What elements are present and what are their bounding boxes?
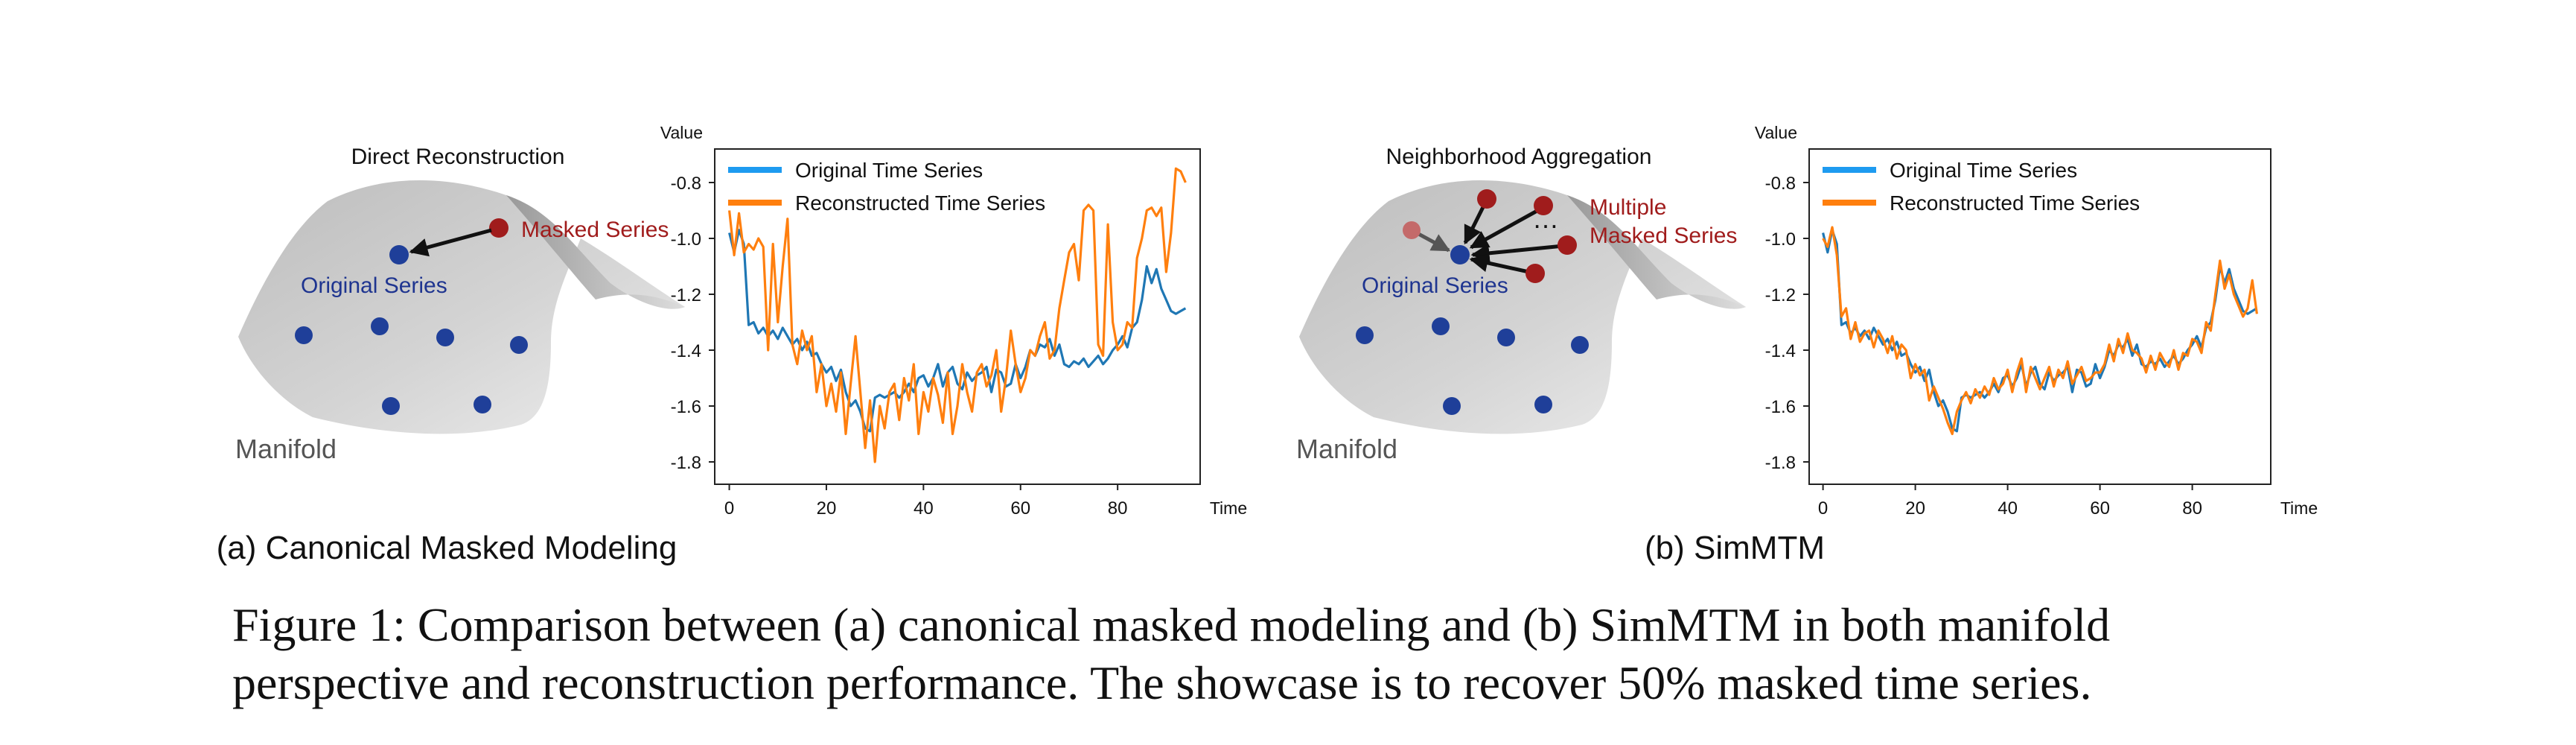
aggregation-arrow: [1463, 201, 1488, 245]
panel-b-manifold: Neighborhood Aggregation … Multiple Mask…: [1296, 145, 1825, 566]
masked-series-dot: [1477, 189, 1496, 209]
y-tick-label: -1.6: [671, 397, 701, 417]
x-tick-label: 60: [2090, 498, 2110, 519]
manifold-fold: [506, 195, 685, 309]
y-tick-label: -1.8: [671, 453, 701, 473]
panel-b-title: Neighborhood Aggregation: [1386, 145, 1652, 169]
neighbor-dot: [474, 396, 491, 413]
panel-a-title: Direct Reconstruction: [351, 145, 565, 169]
manifold-fold: [1567, 195, 1746, 309]
masked-series-dot: [1534, 196, 1553, 215]
y-tick-label: -1.6: [1765, 397, 1796, 417]
plot-frame: [1808, 148, 2271, 485]
reconstruction-arrow: [409, 228, 492, 257]
masked-series-label-line1: Multiple: [1590, 195, 1666, 220]
masked-series-dot-faded: [1403, 221, 1421, 239]
caption-line-2: perspective and reconstruction performan…: [232, 656, 2092, 709]
manifold-label: Manifold: [235, 434, 337, 464]
chart-b: -0.8 -1.0 -1.2 -1.4 -1.6 -1.8 0 20 40 60 80 Value Ti…: [1755, 123, 2318, 519]
neighbor-dot: [1534, 396, 1552, 413]
aggregation-arrow: [1470, 244, 1564, 263]
panel-b-subcaption: (b) SimMTM: [1645, 530, 1825, 566]
aggregation-arrow: [1469, 253, 1533, 275]
original-series-line: [1822, 229, 2258, 433]
caption-line-1: Figure 1: Comparison between (a) canonic…: [232, 598, 2111, 651]
x-tick-label: 60: [1010, 498, 1030, 519]
reconstructed-series-line: [728, 167, 1187, 463]
panel-a-subcaption: (a) Canonical Masked Modeling: [217, 530, 678, 566]
neighbor-dot: [371, 317, 389, 335]
neighbor-dot: [436, 329, 454, 346]
masked-series-label-line2: Masked Series: [1590, 224, 1737, 248]
y-axis-label: Value: [660, 123, 703, 142]
neighbor-dot: [382, 397, 400, 415]
manifold-label: Manifold: [1296, 434, 1397, 464]
y-tick-label: -1.0: [671, 229, 701, 250]
x-tick-label: 40: [914, 498, 934, 519]
chart-a: -0.8 -1.0 -1.2 -1.4 -1.6 -1.8 0 20 40 60 80 Value Ti…: [660, 123, 1247, 519]
original-series-label: Original Series: [1362, 273, 1508, 298]
neighbor-dot: [1443, 397, 1461, 415]
x-tick-label: 0: [724, 498, 734, 519]
original-series-label: Original Series: [301, 273, 447, 298]
masked-series-dot: [489, 218, 508, 238]
figure-caption: Figure 1: Comparison between (a) canonic…: [232, 596, 2391, 712]
ellipsis-label: …: [1532, 203, 1559, 234]
x-axis-label: Time: [1210, 498, 1247, 518]
panel-a-manifold: Direct Reconstruction Masked Series Orig…: [217, 145, 685, 566]
x-axis-label: Time: [2280, 498, 2318, 518]
y-tick-label: -0.8: [1765, 174, 1796, 194]
x-tick-label: 40: [1998, 498, 2018, 519]
neighbor-dot: [295, 326, 313, 344]
neighbor-dot: [1432, 317, 1450, 335]
y-tick-label: -1.4: [671, 341, 701, 361]
aggregation-arrow: [1469, 206, 1543, 250]
y-tick-label: -1.4: [1765, 341, 1796, 361]
original-series-dot: [1450, 245, 1470, 264]
x-tick-label: 80: [2182, 498, 2202, 519]
x-tick-label: 80: [1108, 498, 1128, 519]
original-series-dot: [389, 245, 409, 264]
x-tick-label: 0: [1818, 498, 1828, 519]
reconstructed-series-line: [1822, 226, 2258, 436]
masked-series-label: Masked Series: [521, 218, 669, 242]
neighbor-dot: [1571, 336, 1589, 354]
y-tick-label: -0.8: [671, 174, 701, 194]
x-tick-label: 20: [1905, 498, 1925, 519]
masked-series-dot: [1558, 235, 1577, 255]
y-tick-label: -1.2: [1765, 285, 1796, 305]
legend-label: Reconstructed Time Series: [795, 191, 1045, 215]
x-tick-label: 20: [817, 498, 837, 519]
y-tick-label: -1.0: [1765, 229, 1796, 250]
neighbor-dot: [510, 336, 528, 354]
neighbor-dot: [1356, 326, 1374, 344]
legend-label: Original Time Series: [1890, 159, 2077, 182]
legend-label: Reconstructed Time Series: [1890, 191, 2140, 215]
neighbor-dot: [1497, 329, 1515, 346]
plot-frame: [714, 148, 1201, 485]
masked-series-dot: [1525, 264, 1545, 283]
legend-label: Original Time Series: [795, 159, 983, 182]
y-axis-label: Value: [1755, 123, 1797, 142]
y-tick-label: -1.8: [1765, 453, 1796, 473]
y-tick-label: -1.2: [671, 285, 701, 305]
